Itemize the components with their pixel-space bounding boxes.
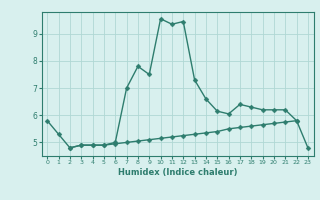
X-axis label: Humidex (Indice chaleur): Humidex (Indice chaleur) — [118, 168, 237, 177]
